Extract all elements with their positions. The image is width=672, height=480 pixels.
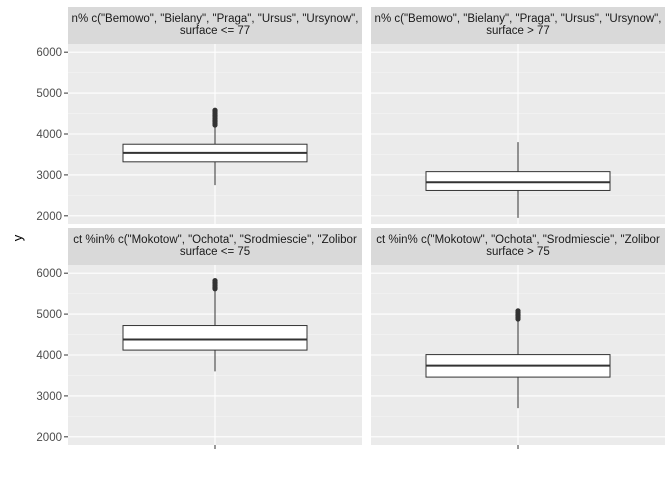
facet-panel: ct %in% c("Mokotow", "Ochota", "Srodmies… (36, 228, 362, 449)
panels-layer: n% c("Bemowo", "Bielany", "Praga", "Ursu… (36, 7, 665, 449)
facet-panel: ct %in% c("Mokotow", "Ochota", "Srodmies… (371, 228, 665, 449)
boxplot (122, 107, 308, 186)
outlier-point (212, 107, 218, 113)
boxplot (425, 142, 611, 218)
boxplot (425, 308, 611, 409)
y-tick-label: 2000 (36, 211, 62, 223)
y-tick-label: 3000 (36, 170, 62, 182)
strip-label: n% c("Bemowo", "Bielany", "Praga", "Ursu… (375, 13, 662, 25)
y-axis-title: y (10, 234, 25, 241)
y-tick-label: 4000 (36, 129, 62, 141)
facet-strip (371, 7, 665, 44)
strip-label: surface > 75 (486, 246, 550, 258)
strip-label: surface <= 77 (180, 25, 250, 37)
box-iqr (425, 171, 611, 191)
strip-label: surface <= 75 (180, 246, 250, 258)
y-tick-label: 2000 (36, 432, 62, 444)
y-tick-label: 6000 (36, 268, 62, 280)
facet-panel: n% c("Bemowo", "Bielany", "Praga", "Ursu… (36, 7, 362, 224)
facet-strip (68, 7, 362, 44)
y-tick-label: 6000 (36, 47, 62, 59)
y-tick-label: 3000 (36, 391, 62, 403)
y-tick-label: 5000 (36, 309, 62, 321)
strip-label: ct %in% c("Mokotow", "Ochota", "Srodmies… (376, 234, 660, 246)
facet-panel: n% c("Bemowo", "Bielany", "Praga", "Ursu… (371, 7, 665, 224)
facet-strip (68, 228, 362, 265)
box-iqr (122, 325, 308, 351)
strip-label: ct %in% c("Mokotow", "Ochota", "Srodmies… (73, 234, 357, 246)
facet-strip (371, 228, 665, 265)
strip-label: surface > 77 (486, 25, 550, 37)
y-tick-label: 5000 (36, 88, 62, 100)
outlier-point (212, 277, 218, 284)
outlier-point (515, 308, 521, 314)
boxplot (122, 277, 308, 372)
strip-label: n% c("Bemowo", "Bielany", "Praga", "Ursu… (72, 13, 359, 25)
y-tick-label: 4000 (36, 350, 62, 362)
